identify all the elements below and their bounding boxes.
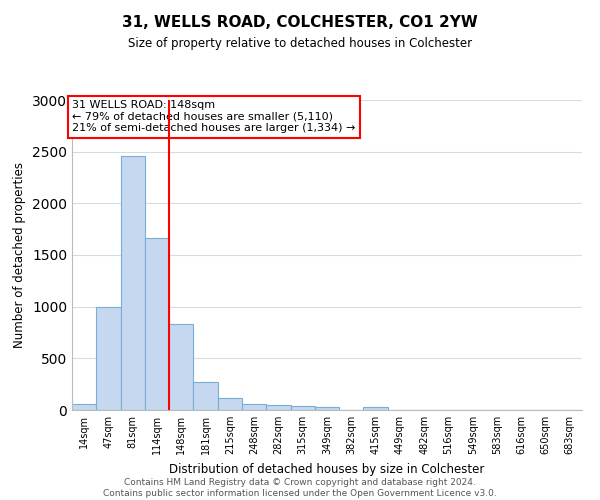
Bar xyxy=(242,404,266,410)
Bar xyxy=(96,306,121,410)
Bar xyxy=(364,408,388,410)
Bar xyxy=(266,405,290,410)
Text: Size of property relative to detached houses in Colchester: Size of property relative to detached ho… xyxy=(128,38,472,51)
Bar xyxy=(315,407,339,410)
Bar xyxy=(290,406,315,410)
Text: Contains HM Land Registry data © Crown copyright and database right 2024.
Contai: Contains HM Land Registry data © Crown c… xyxy=(103,478,497,498)
Text: 31, WELLS ROAD, COLCHESTER, CO1 2YW: 31, WELLS ROAD, COLCHESTER, CO1 2YW xyxy=(122,15,478,30)
Text: 31 WELLS ROAD: 148sqm
← 79% of detached houses are smaller (5,110)
21% of semi-d: 31 WELLS ROAD: 148sqm ← 79% of detached … xyxy=(72,100,355,133)
Y-axis label: Number of detached properties: Number of detached properties xyxy=(13,162,26,348)
Bar xyxy=(193,382,218,410)
Bar xyxy=(145,238,169,410)
Bar xyxy=(169,324,193,410)
Bar xyxy=(72,404,96,410)
Bar xyxy=(218,398,242,410)
Bar xyxy=(121,156,145,410)
X-axis label: Distribution of detached houses by size in Colchester: Distribution of detached houses by size … xyxy=(169,462,485,475)
